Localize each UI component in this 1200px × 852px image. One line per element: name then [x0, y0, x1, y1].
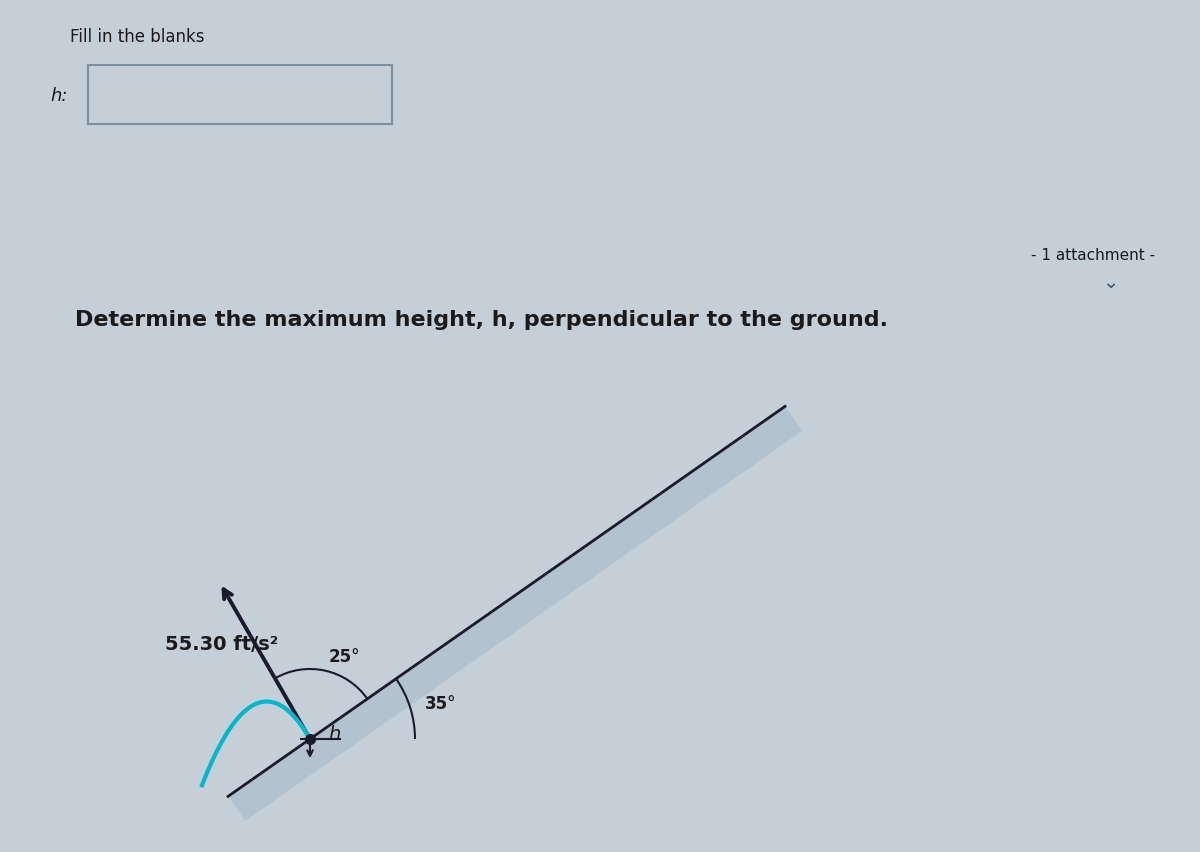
Text: h: h — [328, 725, 341, 744]
Text: ⌄: ⌄ — [1102, 273, 1118, 291]
Text: h:: h: — [50, 86, 67, 105]
FancyBboxPatch shape — [88, 66, 392, 125]
Text: Determine the maximum height, h, perpendicular to the ground.: Determine the maximum height, h, perpend… — [74, 309, 888, 330]
Text: - 1 attachment -: - 1 attachment - — [1031, 248, 1154, 262]
Text: 55.30 ft/s²: 55.30 ft/s² — [166, 634, 278, 653]
Text: 35°: 35° — [425, 694, 456, 712]
Polygon shape — [228, 407, 803, 821]
Text: Fill in the blanks: Fill in the blanks — [70, 28, 204, 46]
Text: 25°: 25° — [329, 648, 360, 665]
